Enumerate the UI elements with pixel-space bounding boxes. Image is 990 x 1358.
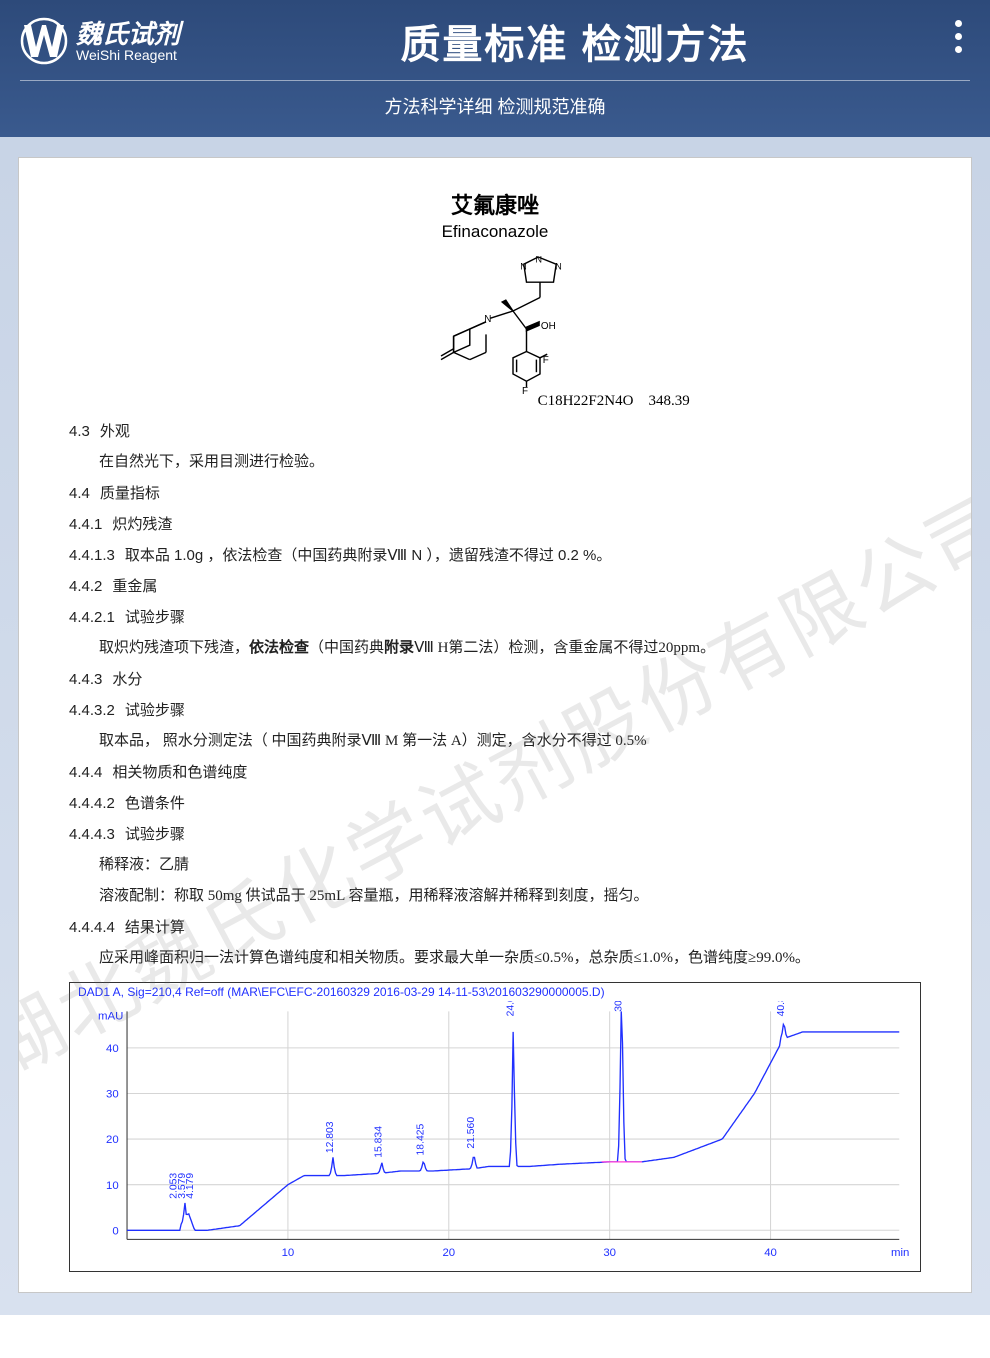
molecular-weight: 348.39 bbox=[648, 393, 689, 409]
compound-header: 艾氟康唑 Efinaconazole bbox=[69, 188, 921, 242]
header-divider bbox=[20, 80, 970, 81]
compound-name-en: Efinaconazole bbox=[69, 222, 921, 242]
section-4-4-4-2: 4.4.4.2色谱条件 bbox=[69, 790, 921, 817]
svg-text:24.010: 24.010 bbox=[505, 1001, 516, 1016]
svg-text:N: N bbox=[536, 254, 543, 264]
section-4-4-3-2-body: 取本品， 照水分测定法（ 中国药典附录Ⅷ M 第一法 A）测定，含水分不得过 0… bbox=[69, 728, 921, 755]
header-top: 魏氏试剂 WeiShi Reagent 质量标准 检测方法 bbox=[20, 12, 970, 70]
svg-text:40.832: 40.832 bbox=[776, 1001, 787, 1016]
section-4-3-body: 在自然光下，采用目测进行检验。 bbox=[69, 449, 921, 476]
svg-text:min: min bbox=[891, 1247, 909, 1259]
section-4-4-4-3-l2: 溶液配制：称取 50mg 供试品于 25mL 容量瓶，用稀释液溶解并稀释到刻度，… bbox=[69, 883, 921, 910]
section-4-4: 4.4质量指标 bbox=[69, 480, 921, 507]
svg-text:40: 40 bbox=[106, 1043, 119, 1055]
svg-text:N: N bbox=[520, 262, 527, 272]
section-4-4-4-4-body: 应采用峰面积归一法计算色谱纯度和相关物质。要求最大单一杂质≤0.5%，总杂质≤1… bbox=[69, 945, 921, 972]
logo: 魏氏试剂 WeiShi Reagent bbox=[20, 17, 180, 65]
svg-text:30: 30 bbox=[603, 1247, 616, 1259]
svg-text:10: 10 bbox=[106, 1180, 119, 1192]
svg-text:18.425: 18.425 bbox=[416, 1124, 427, 1156]
chromatogram-container: DAD1 A, Sig=210,4 Ref=off (MAR\EFC\EFC-2… bbox=[69, 982, 921, 1272]
header: 魏氏试剂 WeiShi Reagent 质量标准 检测方法 方法科学详细 检测规… bbox=[0, 0, 990, 137]
svg-text:0: 0 bbox=[112, 1225, 118, 1237]
svg-text:21.560: 21.560 bbox=[466, 1117, 477, 1149]
section-4-4-1-3: 4.4.1.3取本品 1.0g ，依法检查（中国药典附录Ⅷ N ），遗留残渣不得… bbox=[69, 542, 921, 569]
svg-text:15.834: 15.834 bbox=[374, 1126, 385, 1158]
svg-text:30: 30 bbox=[106, 1089, 119, 1101]
svg-text:10: 10 bbox=[282, 1247, 295, 1259]
page-title: 质量标准 检测方法 bbox=[180, 12, 970, 70]
chemical-structure: N N N OH F bbox=[405, 248, 585, 410]
section-4-4-4-3: 4.4.4.3试验步骤 bbox=[69, 821, 921, 848]
document-page: 湖北魏氏化学试剂股份有限公司 艾氟康唑 Efinaconazole N N N bbox=[18, 157, 972, 1293]
svg-text:12.803: 12.803 bbox=[325, 1121, 336, 1153]
chromatogram-chart: 10203040010203040mAUmin2.0533.5794.17912… bbox=[70, 1001, 920, 1271]
section-4-4-4-4: 4.4.4.4结果计算 bbox=[69, 914, 921, 941]
logo-icon bbox=[20, 17, 68, 65]
svg-text:OH: OH bbox=[541, 321, 556, 332]
svg-text:N: N bbox=[484, 314, 491, 325]
menu-icon[interactable] bbox=[955, 20, 962, 53]
svg-text:N: N bbox=[555, 262, 562, 272]
compound-name-cn: 艾氟康唑 bbox=[69, 188, 921, 220]
section-4-3: 4.3外观 bbox=[69, 418, 921, 445]
svg-text:mAU: mAU bbox=[98, 1011, 123, 1023]
section-4-4-3-2: 4.4.3.2试验步骤 bbox=[69, 697, 921, 724]
logo-text-en: WeiShi Reagent bbox=[76, 48, 180, 62]
section-4-4-2-1: 4.4.2.1试验步骤 bbox=[69, 604, 921, 631]
section-4-4-4-3-l1: 稀释液：乙腈 bbox=[69, 852, 921, 879]
svg-text:F: F bbox=[543, 355, 549, 366]
molecular-formula: C18H22F2N4O 348.39 bbox=[538, 393, 690, 410]
svg-text:30.743: 30.743 bbox=[614, 1001, 625, 1012]
section-4-4-1: 4.4.1炽灼残渣 bbox=[69, 511, 921, 538]
svg-text:40: 40 bbox=[764, 1247, 777, 1259]
content-body: 4.3外观 在自然光下，采用目测进行检验。 4.4质量指标 4.4.1炽灼残渣 … bbox=[69, 418, 921, 1272]
chromatogram-title: DAD1 A, Sig=210,4 Ref=off (MAR\EFC\EFC-2… bbox=[70, 983, 920, 1001]
logo-text: 魏氏试剂 WeiShi Reagent bbox=[76, 20, 180, 63]
structure-row: N N N OH F bbox=[69, 248, 921, 410]
section-4-4-3: 4.4.3水分 bbox=[69, 666, 921, 693]
logo-text-cn: 魏氏试剂 bbox=[76, 20, 180, 49]
svg-text:20: 20 bbox=[106, 1134, 119, 1146]
section-4-4-2-1-body: 取炽灼残渣项下残渣，依法检查（中国药典附录Ⅷ H第二法）检测，含重金属不得过20… bbox=[69, 635, 921, 662]
section-4-4-4: 4.4.4相关物质和色谱纯度 bbox=[69, 759, 921, 786]
page-subtitle: 方法科学详细 检测规范准确 bbox=[20, 93, 970, 119]
page-wrapper: 湖北魏氏化学试剂股份有限公司 艾氟康唑 Efinaconazole N N N bbox=[0, 137, 990, 1315]
formula-text: C18H22F2N4O bbox=[538, 393, 634, 409]
svg-text:4.179: 4.179 bbox=[185, 1173, 196, 1199]
section-4-4-2: 4.4.2重金属 bbox=[69, 573, 921, 600]
svg-text:20: 20 bbox=[442, 1247, 455, 1259]
